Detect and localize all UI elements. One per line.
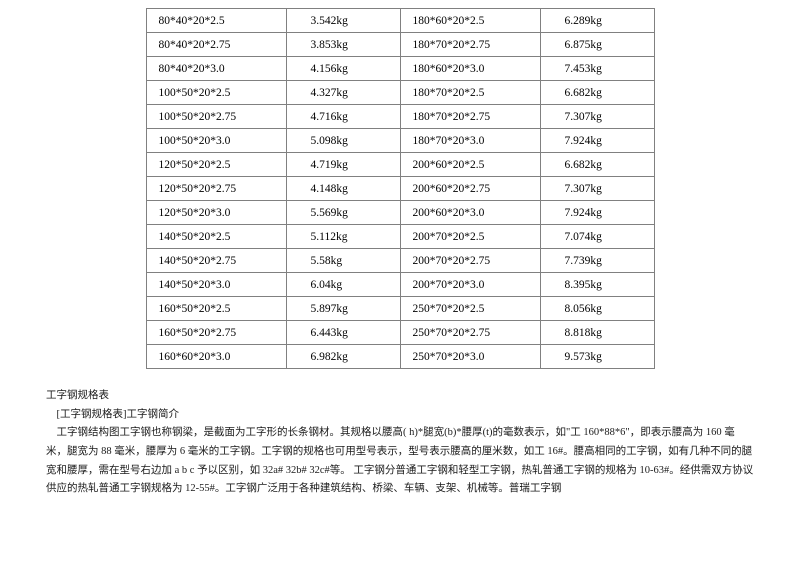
cell: 180*70*20*2.75 — [400, 105, 540, 129]
cell: 200*70*20*3.0 — [400, 273, 540, 297]
cell: 180*70*20*2.75 — [400, 33, 540, 57]
cell: 7.924kg — [540, 201, 654, 225]
table-row: 100*50*20*3.05.098kg180*70*20*3.07.924kg — [146, 129, 654, 153]
table-row: 120*50*20*3.05.569kg200*60*20*3.07.924kg — [146, 201, 654, 225]
table-row: 140*50*20*2.755.58kg200*70*20*2.757.739k… — [146, 249, 654, 273]
cell: 140*50*20*2.5 — [146, 225, 286, 249]
cell: 5.112kg — [286, 225, 400, 249]
cell: 80*40*20*3.0 — [146, 57, 286, 81]
cell: 250*70*20*2.5 — [400, 297, 540, 321]
cell: 7.739kg — [540, 249, 654, 273]
cell: 200*70*20*2.5 — [400, 225, 540, 249]
cell: 180*70*20*3.0 — [400, 129, 540, 153]
cell: 140*50*20*2.75 — [146, 249, 286, 273]
cell: 120*50*20*2.5 — [146, 153, 286, 177]
cell: 4.716kg — [286, 105, 400, 129]
table-row: 80*40*20*2.753.853kg180*70*20*2.756.875k… — [146, 33, 654, 57]
cell: 3.853kg — [286, 33, 400, 57]
cell: 140*50*20*3.0 — [146, 273, 286, 297]
cell: 200*60*20*2.5 — [400, 153, 540, 177]
cell: 7.074kg — [540, 225, 654, 249]
cell: 120*50*20*2.75 — [146, 177, 286, 201]
cell: 7.453kg — [540, 57, 654, 81]
table-row: 160*50*20*2.55.897kg250*70*20*2.58.056kg — [146, 297, 654, 321]
cell: 4.719kg — [286, 153, 400, 177]
cell: 3.542kg — [286, 9, 400, 33]
cell: 4.327kg — [286, 81, 400, 105]
cell: 120*50*20*3.0 — [146, 201, 286, 225]
table-row: 140*50*20*2.55.112kg200*70*20*2.57.074kg — [146, 225, 654, 249]
cell: 5.569kg — [286, 201, 400, 225]
cell: 250*70*20*2.75 — [400, 321, 540, 345]
table-wrap: 80*40*20*2.53.542kg180*60*20*2.56.289kg8… — [0, 0, 800, 369]
cell: 100*50*20*2.5 — [146, 81, 286, 105]
table-row: 100*50*20*2.754.716kg180*70*20*2.757.307… — [146, 105, 654, 129]
cell: 80*40*20*2.5 — [146, 9, 286, 33]
cell: 6.682kg — [540, 81, 654, 105]
para-body: 工字钢结构图工字钢也称钢梁，是截面为工字形的长条钢材。其规格以腰高( h)*腿宽… — [46, 424, 754, 499]
paragraph-section: 工字钢规格表 [工字钢规格表]工字钢简介 工字钢结构图工字钢也称钢梁，是截面为工… — [0, 369, 800, 499]
cell: 250*70*20*3.0 — [400, 345, 540, 369]
cell: 6.875kg — [540, 33, 654, 57]
cell: 4.156kg — [286, 57, 400, 81]
cell: 4.148kg — [286, 177, 400, 201]
table-row: 80*40*20*2.53.542kg180*60*20*2.56.289kg — [146, 9, 654, 33]
cell: 7.307kg — [540, 177, 654, 201]
cell: 5.58kg — [286, 249, 400, 273]
spec-table: 80*40*20*2.53.542kg180*60*20*2.56.289kg8… — [146, 8, 655, 369]
cell: 7.924kg — [540, 129, 654, 153]
cell: 200*60*20*3.0 — [400, 201, 540, 225]
cell: 6.982kg — [286, 345, 400, 369]
table-row: 160*50*20*2.756.443kg250*70*20*2.758.818… — [146, 321, 654, 345]
cell: 6.04kg — [286, 273, 400, 297]
cell: 5.098kg — [286, 129, 400, 153]
cell: 100*50*20*2.75 — [146, 105, 286, 129]
table-row: 140*50*20*3.06.04kg200*70*20*3.08.395kg — [146, 273, 654, 297]
table-row: 160*60*20*3.06.982kg250*70*20*3.09.573kg — [146, 345, 654, 369]
cell: 200*70*20*2.75 — [400, 249, 540, 273]
para-title-1: 工字钢规格表 — [46, 387, 754, 406]
table-row: 120*50*20*2.754.148kg200*60*20*2.757.307… — [146, 177, 654, 201]
table-row: 80*40*20*3.04.156kg180*60*20*3.07.453kg — [146, 57, 654, 81]
cell: 8.395kg — [540, 273, 654, 297]
cell: 160*50*20*2.5 — [146, 297, 286, 321]
page-root: 80*40*20*2.53.542kg180*60*20*2.56.289kg8… — [0, 0, 800, 566]
cell: 8.818kg — [540, 321, 654, 345]
cell: 180*60*20*3.0 — [400, 57, 540, 81]
cell: 7.307kg — [540, 105, 654, 129]
cell: 9.573kg — [540, 345, 654, 369]
cell: 80*40*20*2.75 — [146, 33, 286, 57]
cell: 180*70*20*2.5 — [400, 81, 540, 105]
cell: 5.897kg — [286, 297, 400, 321]
cell: 100*50*20*3.0 — [146, 129, 286, 153]
cell: 200*60*20*2.75 — [400, 177, 540, 201]
cell: 160*50*20*2.75 — [146, 321, 286, 345]
cell: 180*60*20*2.5 — [400, 9, 540, 33]
cell: 160*60*20*3.0 — [146, 345, 286, 369]
cell: 6.289kg — [540, 9, 654, 33]
table-row: 100*50*20*2.54.327kg180*70*20*2.56.682kg — [146, 81, 654, 105]
cell: 6.682kg — [540, 153, 654, 177]
para-title-2: [工字钢规格表]工字钢简介 — [46, 406, 754, 425]
table-row: 120*50*20*2.54.719kg200*60*20*2.56.682kg — [146, 153, 654, 177]
cell: 8.056kg — [540, 297, 654, 321]
cell: 6.443kg — [286, 321, 400, 345]
